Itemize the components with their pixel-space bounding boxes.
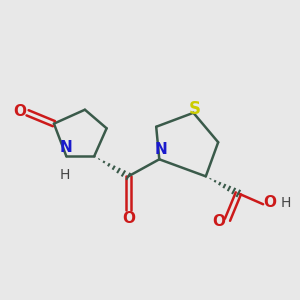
- Text: N: N: [154, 142, 167, 157]
- Text: H: H: [280, 196, 291, 210]
- Text: O: O: [122, 211, 135, 226]
- Text: H: H: [60, 168, 70, 182]
- Text: O: O: [263, 195, 276, 210]
- Text: N: N: [60, 140, 73, 154]
- Text: O: O: [212, 214, 225, 229]
- Text: S: S: [189, 100, 201, 118]
- Text: O: O: [13, 104, 26, 119]
